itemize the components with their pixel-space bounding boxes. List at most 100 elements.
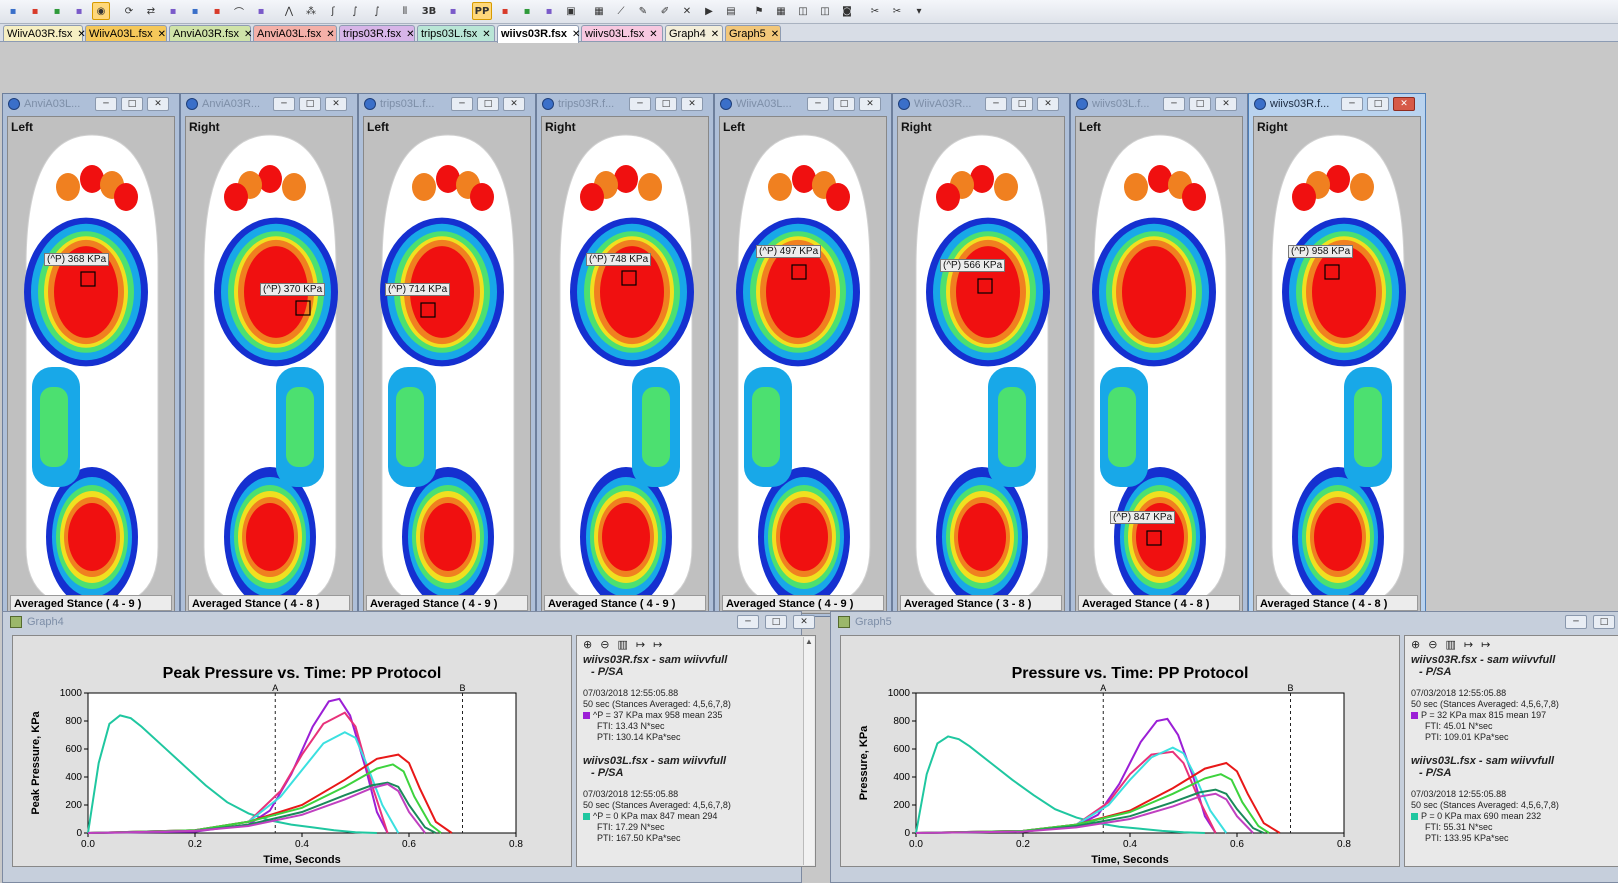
zoom-out-icon[interactable]: ⊖ — [600, 638, 610, 651]
3b-stack-icon[interactable]: ▪ — [449, 5, 457, 17]
cursor-b-icon[interactable]: ↦ — [653, 638, 663, 651]
pressure-map[interactable]: (^P) 368 KPa Left Averaged Stance ( 4 - 9 … — [7, 116, 175, 614]
abc1-icon[interactable]: ▪ — [169, 5, 177, 17]
maximize-icon[interactable]: □ — [1189, 97, 1211, 111]
pressure-map[interactable]: (^P) 958 KPa Right Averaged Stance ( 4 - 8… — [1253, 116, 1421, 614]
draw-icon[interactable]: ▪ — [257, 5, 265, 17]
scatter-icon[interactable]: ⁂ — [306, 5, 316, 17]
close-icon[interactable]: ✕ — [244, 29, 253, 40]
integral-p-icon[interactable]: ∫ — [374, 5, 380, 17]
cursor-a-icon[interactable]: ↦ — [635, 638, 646, 651]
chart-area[interactable]: Peak Pressure vs. Time: PP Protocol Time,… — [12, 635, 572, 867]
pressure-map[interactable]: (^P) 497 KPa Left Averaged Stance ( 4 - 9 … — [719, 116, 887, 614]
footprint-window[interactable]: trips03L.f... ─ □ ✕ (^P) 714 KPa Left Averaged… — [358, 93, 536, 617]
minimize-icon[interactable]: ─ — [1565, 615, 1587, 629]
bars-icon[interactable]: ⦀ — [402, 5, 408, 17]
close-icon[interactable]: ✕ — [1037, 97, 1059, 111]
maximize-icon[interactable]: □ — [833, 97, 855, 111]
window-titlebar[interactable]: Graph5─□✕ — [831, 612, 1618, 632]
graph-window[interactable]: Graph4 ─ □ ✕ Peak Pressure vs. Time: PP Prot… — [2, 611, 816, 883]
zoom-in-icon[interactable]: ⊕ — [1411, 638, 1421, 651]
zoom-out-icon[interactable]: ⊖ — [1428, 638, 1438, 651]
legend-panel[interactable]: ⊕ ⊖ ▥ ↦ ↦ wiivs03R.fsx - sam wiivvfull - P/SA 0… — [576, 635, 816, 867]
curve-icon[interactable]: ⌒ — [234, 7, 244, 19]
close-icon[interactable]: ✕ — [710, 29, 720, 40]
vertical-scrollbar[interactable]: ▲ — [803, 637, 814, 865]
maximize-icon[interactable]: □ — [121, 97, 143, 111]
close-icon[interactable]: ✕ — [157, 29, 166, 40]
tab-anvia03l-fsx[interactable]: AnviA03L.fsx ✕ — [253, 25, 337, 41]
foot-icon[interactable]: ʃ — [331, 5, 335, 17]
close-icon[interactable]: ✕ — [1215, 97, 1237, 111]
split2-icon[interactable]: ◫ — [820, 5, 830, 17]
pressure-map[interactable]: (^P) 847 KPa Left Averaged Stance ( 4 - 8 … — [1075, 116, 1243, 614]
cursor-b-icon[interactable]: ↦ — [1481, 638, 1491, 651]
window-titlebar[interactable]: AnviA03L... ─ □ ✕ — [3, 94, 179, 114]
window-titlebar[interactable]: Graph4 ─ □ ✕ — [3, 612, 815, 632]
peak-marker[interactable] — [621, 270, 637, 286]
graph-window[interactable]: Graph5─□✕Pressure vs. Time: PP ProtocolT… — [830, 611, 1618, 883]
grid-color-icon[interactable]: ▦ — [594, 5, 604, 17]
maximize-icon[interactable]: □ — [765, 615, 787, 629]
tab-graph4[interactable]: Graph4 ✕ — [665, 25, 723, 41]
cut-icon[interactable]: ✂ — [870, 5, 880, 17]
peak-marker[interactable] — [1324, 264, 1340, 280]
close-icon[interactable]: ✕ — [325, 97, 347, 111]
minimize-icon[interactable]: ─ — [985, 97, 1007, 111]
minimize-icon[interactable]: ─ — [629, 97, 651, 111]
pp-doc-icon[interactable]: ▪ — [545, 5, 553, 17]
peak-marker[interactable] — [420, 302, 436, 318]
window-titlebar[interactable]: AnviA03R... ─ □ ✕ — [181, 94, 357, 114]
maximize-icon[interactable]: □ — [1011, 97, 1033, 111]
scissors-icon[interactable]: ✂ — [892, 5, 902, 17]
layout-icon[interactable]: ▪ — [9, 5, 17, 17]
flag-icon[interactable]: ⚑ — [754, 5, 764, 17]
peak-marker[interactable] — [80, 271, 96, 287]
pp2-icon[interactable]: ▪ — [501, 5, 509, 17]
minimize-icon[interactable]: ─ — [95, 97, 117, 111]
window-titlebar[interactable]: wiivs03R.f... ─ □ ✕ — [1249, 94, 1425, 114]
close-icon[interactable]: ✕ — [770, 29, 780, 40]
peak-marker[interactable] — [295, 300, 311, 316]
tab-graph5[interactable]: Graph5 ✕ — [725, 25, 781, 41]
grid2-icon[interactable]: ▪ — [53, 5, 61, 17]
maximize-icon[interactable]: □ — [299, 97, 321, 111]
maximize-icon[interactable]: □ — [1593, 615, 1615, 629]
footprint-window[interactable]: WiivA03R... ─ □ ✕ (^P) 566 KPa Right Averaged … — [892, 93, 1070, 617]
window-titlebar[interactable]: trips03R.f... ─ □ ✕ — [537, 94, 713, 114]
minimize-icon[interactable]: ─ — [1163, 97, 1185, 111]
close-icon[interactable]: ✕ — [326, 29, 335, 40]
chart-area[interactable]: Pressure vs. Time: PP Protocol Time, Seco… — [840, 635, 1400, 867]
close-icon[interactable]: ✕ — [793, 615, 815, 629]
grid-icon[interactable]: ▪ — [31, 5, 39, 17]
tab-trips03l-fsx[interactable]: trips03L.fsx ✕ — [417, 25, 495, 41]
color-icon[interactable]: ◉ — [92, 2, 110, 20]
abc2-icon[interactable]: ▪ — [191, 5, 199, 17]
camera-icon[interactable]: ◙ — [842, 5, 852, 17]
close-icon[interactable]: ✕ — [649, 29, 658, 40]
pressure-map[interactable]: (^P) 714 KPa Left Averaged Stance ( 4 - 9 … — [363, 116, 531, 614]
footprint-window[interactable]: trips03R.f... ─ □ ✕ (^P) 748 KPa Right Average… — [536, 93, 714, 617]
minimize-icon[interactable]: ─ — [273, 97, 295, 111]
tab-trips03r-fsx[interactable]: trips03R.fsx ✕ — [339, 25, 415, 41]
maximize-icon[interactable]: □ — [1367, 97, 1389, 111]
menu-icon[interactable]: ▾ — [916, 5, 922, 17]
tab-wiivs03r-fsx[interactable]: wiivs03R.fsx ✕ — [497, 25, 580, 43]
footprint-window[interactable]: WiivA03L... ─ □ ✕ (^P) 497 KPa Left Averaged S… — [714, 93, 892, 617]
pp-icon[interactable]: PP — [472, 2, 492, 20]
legend-panel[interactable]: ⊕ ⊖ ▥ ↦ ↦ wiivs03R.fsx - sam wiivvfull - P/SA 0… — [1404, 635, 1618, 867]
window-titlebar[interactable]: WiivA03L... ─ □ ✕ — [715, 94, 891, 114]
maximize-icon[interactable]: □ — [655, 97, 677, 111]
pressure-map[interactable]: (^P) 370 KPa Right Averaged Stance ( 4 - 8… — [185, 116, 353, 614]
peak-icon[interactable]: ⋀ — [284, 5, 294, 17]
split-icon[interactable]: ◫ — [798, 5, 808, 17]
minimize-icon[interactable]: ─ — [1341, 97, 1363, 111]
tab-wiiva03r-fsx[interactable]: WiivA03R.fsx ✕ — [3, 25, 86, 41]
line-chart-icon[interactable]: ⟋ — [617, 5, 625, 17]
refresh-icon[interactable]: ⟳ — [124, 5, 134, 17]
minimize-icon[interactable]: ─ — [737, 615, 759, 629]
minimize-icon[interactable]: ─ — [451, 97, 473, 111]
close-icon[interactable]: ✕ — [503, 97, 525, 111]
peak-marker[interactable] — [977, 278, 993, 294]
pp3-icon[interactable]: ▪ — [523, 5, 531, 17]
